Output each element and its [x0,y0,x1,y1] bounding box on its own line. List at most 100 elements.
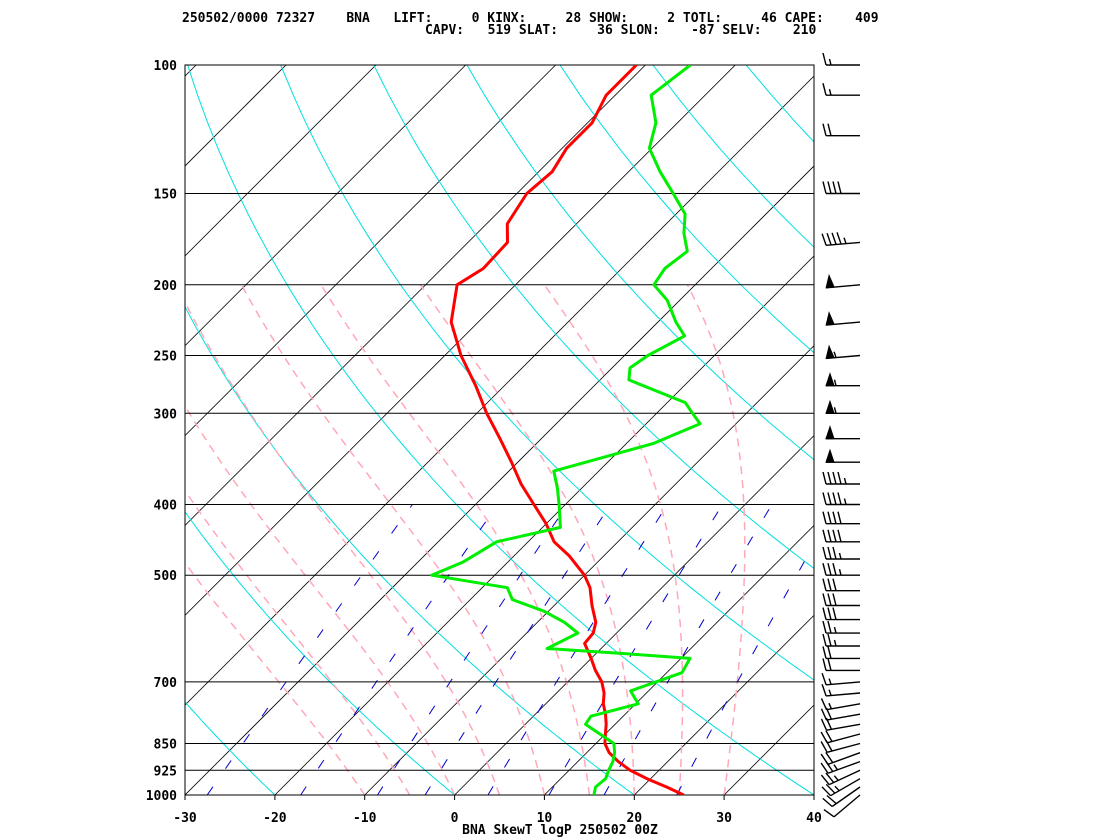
header-line-1: 250502/0000 72327 BNA LIFT: 0 KINX: 28 S… [182,11,879,26]
wind-barb [822,471,860,485]
wind-barb [822,511,860,525]
wind-barb [820,698,861,711]
temperature-tick-label: -30 [173,811,197,826]
pressure-tick-label: 925 [154,764,177,779]
dewpoint-trace [430,65,702,795]
wind-barb [822,529,860,543]
dry-adiabat [0,65,95,795]
header-line-2: CAPV: 519 SLAT: 36 SLON: -87 SELV: 210 [425,23,817,38]
isotherm [364,345,814,795]
isotherm [185,65,377,257]
isotherm [454,435,814,795]
wind-barb [821,672,861,686]
pressure-tick-label: 200 [154,279,178,294]
isotherm [813,794,814,795]
plot-frame [184,64,815,796]
temperature-tick-label: -10 [353,811,377,826]
isotherm [185,65,646,526]
isotherm [274,255,814,795]
pressure-tick-label: 700 [154,676,178,691]
pressure-tick-label: 1000 [146,789,177,804]
dry-adiabat [839,65,1120,795]
dry-adiabat [185,511,455,795]
wind-barb [821,684,861,697]
dry-adiabat [280,65,814,681]
chart-title: BNA SkewT logP 250502 00Z [462,823,658,838]
moist-adiabat [320,284,591,795]
isotherm [185,165,814,795]
wind-barb [825,425,860,440]
wind-barb [825,448,860,463]
mixing-ratio-line [206,504,413,795]
moist-adiabat [240,284,546,795]
wind-barb [822,123,860,137]
mixing-ratio-line [377,504,568,795]
temperature-tick-label: -20 [263,811,287,826]
wind-barb [825,372,860,387]
pressure-tick-label: 250 [154,350,178,365]
dry-adiabat [185,701,276,795]
isobar-lines [185,64,814,796]
temperature-tick-label: 0 [451,811,459,826]
wind-barb [822,181,860,195]
isotherm [185,65,556,437]
moist-adiabat [686,284,746,795]
mixing-ratio-line [676,543,814,795]
wind-barb [825,344,861,360]
moist-adiabat [419,284,636,795]
moist-adiabat [185,404,456,795]
moist-adiabat [543,284,684,795]
wind-barb [825,399,860,414]
isotherm [185,65,287,167]
dry-adiabat [745,65,814,143]
pressure-tick-label: 150 [154,188,178,203]
mixing-ratio-line [603,504,773,795]
wind-barb [821,232,861,247]
isotherm [544,524,814,795]
wind-barb [822,646,860,660]
wind-barb [822,633,860,647]
moist-adiabat [185,300,501,795]
isotherm [634,614,814,795]
wind-barb [822,578,860,592]
dry-adiabat [932,65,1120,795]
pressure-tick-label: 300 [154,407,178,422]
wind-barb [822,563,860,576]
pressure-tick-label: 400 [154,499,178,514]
wind-barb [822,492,860,506]
wind-barb [821,778,861,797]
wind-barb [822,83,860,96]
sounding-traces [430,65,702,795]
wind-barb [822,52,860,66]
temperature-trace [449,65,685,795]
temperature-tick-label: 30 [716,811,732,826]
wind-barb [822,786,861,808]
moist-adiabat [185,489,411,795]
isotherm [0,65,106,795]
dry-adiabat [187,65,814,795]
temperature-tick-label: 10 [537,811,553,826]
wind-barb [825,311,861,326]
pressure-tick-label: 850 [154,738,178,753]
dry-adiabat [373,65,814,570]
temperature-tick-label: 20 [626,811,642,826]
wind-barb [822,658,860,672]
isotherm [723,704,814,795]
wind-barb [822,546,860,560]
pressure-tick-label: 100 [154,59,178,74]
isotherm [185,75,814,706]
dry-adiabat [466,65,814,461]
moist-adiabat [185,561,366,795]
wind-barb [820,730,861,744]
wind-barb [820,769,861,786]
dry-adiabat [652,65,814,248]
isotherm [185,65,736,616]
isotherm [185,65,466,347]
temperature-tick-labels: -30 -20 -10 0 10 20 30 40 [173,795,822,826]
wind-barb [823,794,861,818]
wind-barb [820,751,861,765]
wind-barb [822,593,860,607]
pressure-tick-labels: 100 150 200 250 300 400 500 700 850 925 1000 [146,59,177,804]
wind-barbs [820,52,861,818]
